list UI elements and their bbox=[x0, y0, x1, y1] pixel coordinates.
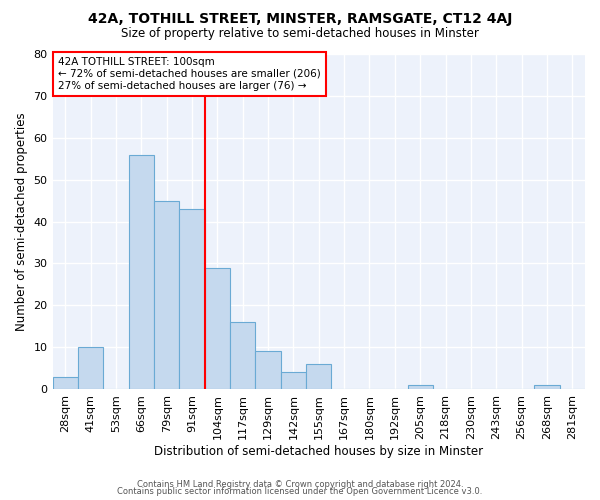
Bar bbox=[53, 376, 78, 389]
Bar bbox=[407, 385, 433, 389]
Bar bbox=[281, 372, 306, 389]
X-axis label: Distribution of semi-detached houses by size in Minster: Distribution of semi-detached houses by … bbox=[154, 444, 484, 458]
Text: 42A TOTHILL STREET: 100sqm
← 72% of semi-detached houses are smaller (206)
27% o: 42A TOTHILL STREET: 100sqm ← 72% of semi… bbox=[58, 58, 320, 90]
Text: 42A, TOTHILL STREET, MINSTER, RAMSGATE, CT12 4AJ: 42A, TOTHILL STREET, MINSTER, RAMSGATE, … bbox=[88, 12, 512, 26]
Text: Contains public sector information licensed under the Open Government Licence v3: Contains public sector information licen… bbox=[118, 487, 482, 496]
Y-axis label: Number of semi-detached properties: Number of semi-detached properties bbox=[15, 112, 28, 331]
Bar bbox=[306, 364, 331, 389]
Bar bbox=[179, 209, 205, 389]
Bar bbox=[154, 200, 179, 389]
Bar bbox=[78, 347, 103, 389]
Text: Contains HM Land Registry data © Crown copyright and database right 2024.: Contains HM Land Registry data © Crown c… bbox=[137, 480, 463, 489]
Bar bbox=[128, 154, 154, 389]
Bar bbox=[256, 352, 281, 389]
Bar bbox=[205, 268, 230, 389]
Bar bbox=[534, 385, 560, 389]
Text: Size of property relative to semi-detached houses in Minster: Size of property relative to semi-detach… bbox=[121, 28, 479, 40]
Bar bbox=[230, 322, 256, 389]
